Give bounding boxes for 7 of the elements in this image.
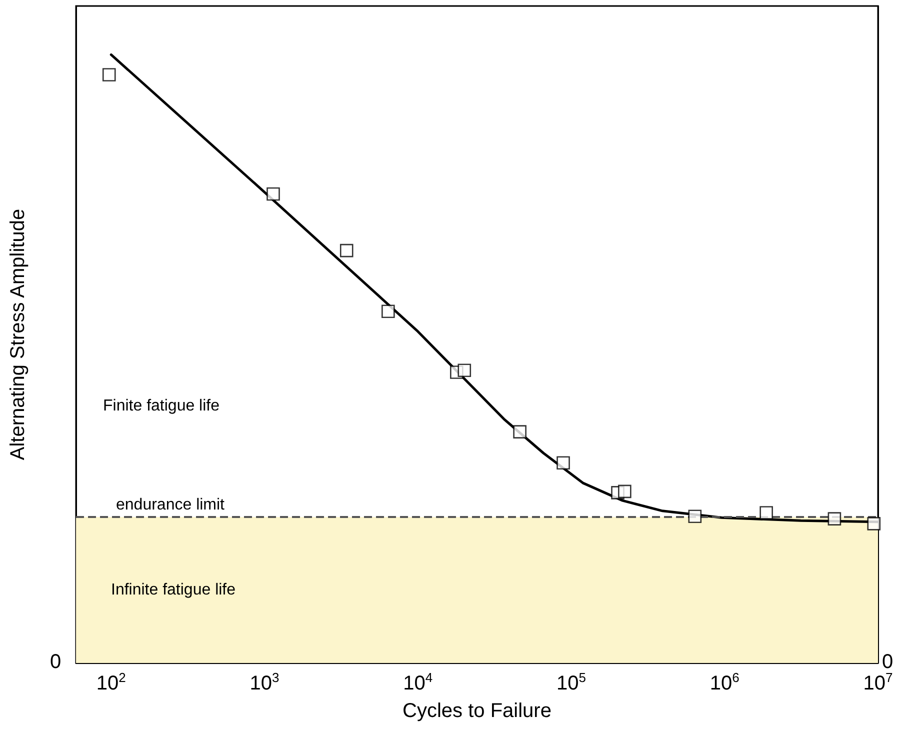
band-label: Infinite fatigue life	[111, 582, 236, 598]
ref-line-label: endurance limit	[116, 496, 226, 514]
text: 0	[50, 651, 62, 673]
text: 0	[882, 651, 894, 673]
y-axis-title: Alternating Stress Amplitude	[7, 208, 29, 460]
x-axis-title: Cycles to Failure	[402, 700, 552, 722]
annotation: Finite fatigue life	[103, 398, 220, 414]
